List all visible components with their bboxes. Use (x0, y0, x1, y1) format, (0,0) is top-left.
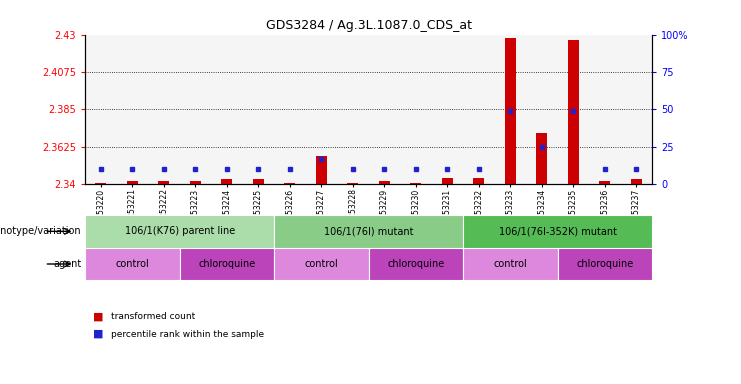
Bar (243, 35, 274, 184)
Bar (400, 35, 431, 184)
Bar (442, 178, 453, 184)
Bar (179, 248, 274, 280)
Bar (631, 179, 642, 184)
Bar (148, 35, 179, 184)
Bar (536, 133, 548, 184)
Bar (85, 35, 117, 184)
Bar (222, 179, 233, 184)
Text: control: control (305, 259, 339, 269)
Title: GDS3284 / Ag.3L.1087.0_CDS_at: GDS3284 / Ag.3L.1087.0_CDS_at (265, 19, 472, 32)
Bar (473, 178, 485, 184)
Bar (85, 215, 274, 248)
Bar (495, 35, 526, 184)
Bar (179, 35, 211, 184)
Text: ■: ■ (93, 329, 103, 339)
Bar (285, 183, 296, 184)
Bar (463, 35, 495, 184)
Bar (253, 179, 264, 184)
Text: chloroquine: chloroquine (199, 259, 256, 269)
Bar (348, 183, 359, 184)
Text: 106/1(K76) parent line: 106/1(K76) parent line (124, 226, 235, 237)
Bar (337, 35, 368, 184)
Bar (274, 35, 306, 184)
Bar (306, 35, 337, 184)
Text: percentile rank within the sample: percentile rank within the sample (111, 329, 265, 339)
Bar (621, 35, 652, 184)
Text: control: control (116, 259, 150, 269)
Text: genotype/variation: genotype/variation (0, 226, 82, 237)
Text: 106/1(76I) mutant: 106/1(76I) mutant (324, 226, 413, 237)
Bar (274, 248, 369, 280)
Bar (411, 183, 422, 184)
Bar (557, 248, 652, 280)
Text: control: control (494, 259, 528, 269)
Bar (599, 181, 611, 184)
Bar (431, 35, 463, 184)
Bar (274, 215, 463, 248)
Bar (379, 181, 390, 184)
Text: transformed count: transformed count (111, 312, 196, 321)
Bar (211, 35, 243, 184)
Bar (96, 183, 107, 184)
Text: agent: agent (53, 259, 82, 269)
Bar (159, 181, 170, 184)
Bar (589, 35, 620, 184)
Bar (316, 156, 327, 184)
Bar (505, 38, 516, 184)
Bar (117, 35, 148, 184)
Bar (190, 181, 201, 184)
Bar (368, 35, 400, 184)
Text: chloroquine: chloroquine (388, 259, 445, 269)
Bar (85, 248, 179, 280)
Bar (463, 248, 557, 280)
Bar (557, 35, 589, 184)
Bar (568, 40, 579, 184)
Bar (526, 35, 557, 184)
Text: chloroquine: chloroquine (576, 259, 634, 269)
Text: 106/1(76I-352K) mutant: 106/1(76I-352K) mutant (499, 226, 617, 237)
Text: ■: ■ (93, 312, 103, 322)
Bar (127, 181, 138, 184)
Bar (368, 248, 463, 280)
Bar (463, 215, 652, 248)
